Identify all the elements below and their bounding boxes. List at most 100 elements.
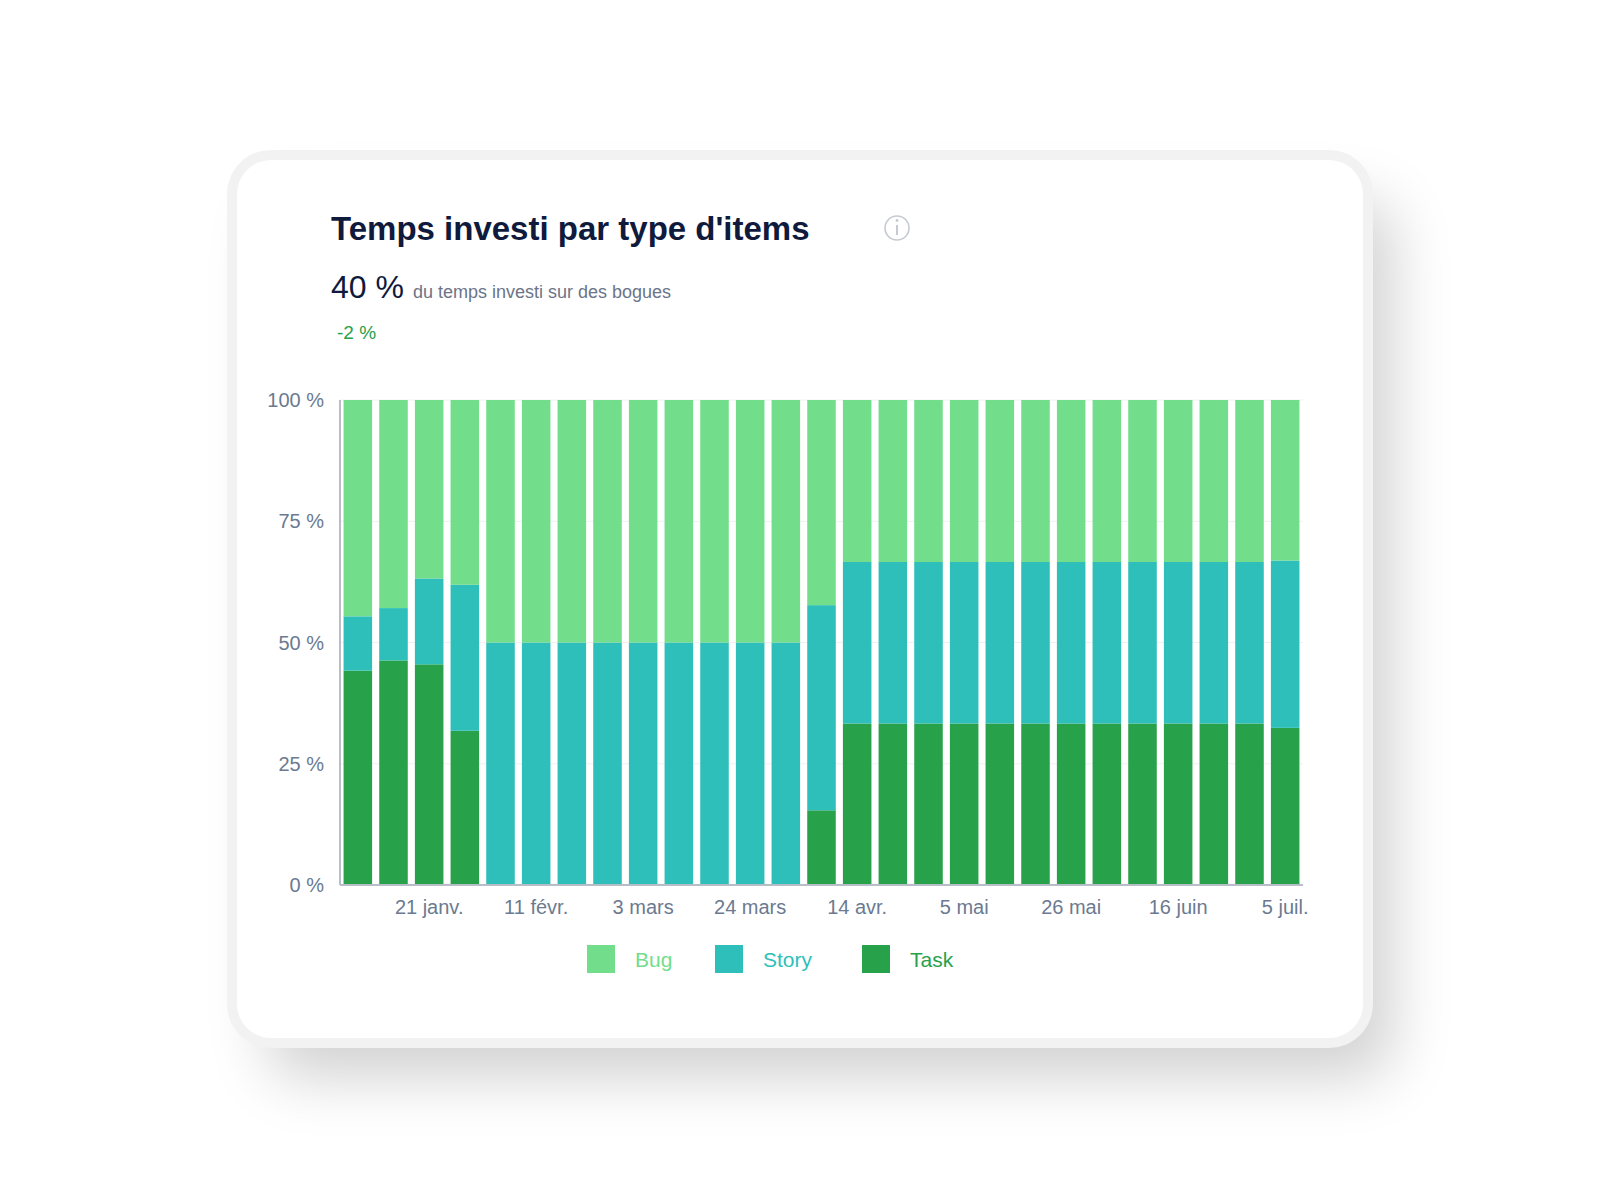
y-tick-label: 100 % xyxy=(267,389,324,411)
bar-segment xyxy=(558,643,587,886)
legend-label: Story xyxy=(763,948,813,971)
bar-segment xyxy=(1164,723,1193,885)
x-tick-label: 24 mars xyxy=(714,896,786,918)
bar-segment xyxy=(1128,723,1157,885)
bar-segment xyxy=(950,400,979,562)
bar-segment xyxy=(522,643,551,886)
bar-segment xyxy=(986,562,1015,724)
kpi-label: du temps investi sur des bogues xyxy=(413,282,671,302)
bar-segment xyxy=(1235,562,1264,724)
kpi-value: 40 % xyxy=(331,269,404,305)
y-tick-label: 25 % xyxy=(278,753,324,775)
y-tick-label: 0 % xyxy=(290,874,325,896)
info-icon xyxy=(885,216,909,240)
legend-swatch xyxy=(715,945,743,973)
bar-segment xyxy=(986,400,1015,562)
bar-segment xyxy=(807,400,836,605)
bar-segment xyxy=(379,608,408,660)
bar-segment xyxy=(344,400,373,616)
x-axis xyxy=(340,884,1303,886)
bar-segment xyxy=(451,400,480,585)
x-tick-label: 16 juin xyxy=(1149,896,1208,918)
bar-segment xyxy=(1235,400,1264,562)
bar-segment xyxy=(950,723,979,885)
bar-segment xyxy=(1200,400,1229,562)
bar-segment xyxy=(629,400,658,643)
bar-segment xyxy=(593,400,622,643)
bar-segment xyxy=(1021,562,1050,724)
bar-segment xyxy=(558,400,587,643)
bar-segment xyxy=(1271,400,1300,561)
kpi-change: -2 % xyxy=(337,322,376,343)
bar-segment xyxy=(986,723,1015,885)
grid-line xyxy=(340,885,1303,886)
bar-segment xyxy=(451,731,480,885)
bar-segment xyxy=(843,400,872,562)
bar-segment xyxy=(451,585,480,731)
bar-segment xyxy=(807,810,836,885)
bar-segment xyxy=(1271,728,1300,885)
x-tick-label: 14 avr. xyxy=(827,896,887,918)
bar-segment xyxy=(379,400,408,608)
bar-segment xyxy=(772,643,801,886)
info-circle xyxy=(885,216,909,240)
x-tick-label: 26 mai xyxy=(1041,896,1101,918)
y-axis xyxy=(339,400,341,885)
bar-segment xyxy=(1128,562,1157,724)
x-tick-label: 5 mai xyxy=(940,896,989,918)
bar-segment xyxy=(879,562,908,724)
y-tick-label: 50 % xyxy=(278,632,324,654)
bar-segment xyxy=(879,723,908,885)
legend-swatch xyxy=(587,945,615,973)
bar-segment xyxy=(700,643,729,886)
bar-segment xyxy=(1271,561,1300,728)
bar-segment xyxy=(736,643,765,886)
bar-segment xyxy=(914,562,943,724)
x-tick-label: 21 janv. xyxy=(395,896,464,918)
info-dot xyxy=(896,219,899,222)
bar-segment xyxy=(700,400,729,643)
bar-segment xyxy=(772,400,801,643)
legend-swatch xyxy=(862,945,890,973)
info-stem xyxy=(896,225,898,235)
bar-segment xyxy=(843,723,872,885)
bar-segment xyxy=(1235,723,1264,885)
bar-segment xyxy=(379,660,408,885)
bar-segment xyxy=(1164,562,1193,724)
bar-segment xyxy=(1200,723,1229,885)
x-tick-label: 11 févr. xyxy=(504,896,568,918)
y-tick-label: 75 % xyxy=(278,510,324,532)
bar-segment xyxy=(1057,723,1086,885)
legend-label: Bug xyxy=(635,948,672,971)
x-tick-label: 5 juil. xyxy=(1262,896,1309,918)
bar-segment xyxy=(1021,723,1050,885)
bar-segment xyxy=(486,400,515,643)
bar-segment xyxy=(1128,400,1157,562)
bar-segment xyxy=(914,400,943,562)
bar-segment xyxy=(344,671,373,885)
bar-segment xyxy=(629,643,658,886)
x-tick-label: 3 mars xyxy=(613,896,674,918)
bar-segment xyxy=(415,664,444,885)
bar-segment xyxy=(1093,400,1122,562)
bar-segment xyxy=(1164,400,1193,562)
bar-segment xyxy=(736,400,765,643)
bar-segment xyxy=(522,400,551,643)
bar-segment xyxy=(665,400,694,643)
legend-label: Task xyxy=(910,948,954,971)
bar-segment xyxy=(1093,723,1122,885)
bar-segment xyxy=(415,578,444,664)
bar-segment xyxy=(593,643,622,886)
bar-segment xyxy=(843,562,872,724)
bar-segment xyxy=(486,643,515,886)
title: Temps investi par type d'items xyxy=(331,210,810,247)
bar-segment xyxy=(1057,400,1086,562)
bar-segment xyxy=(950,562,979,724)
bar-segment xyxy=(879,400,908,562)
bar-segment xyxy=(665,643,694,886)
bar-segment xyxy=(1021,400,1050,562)
chart: Temps investi par type d'items 40 % du tem… xyxy=(0,0,1600,1200)
legend: Bug Story Task xyxy=(587,945,954,973)
bar-segment xyxy=(415,400,444,578)
bars xyxy=(344,400,1300,885)
